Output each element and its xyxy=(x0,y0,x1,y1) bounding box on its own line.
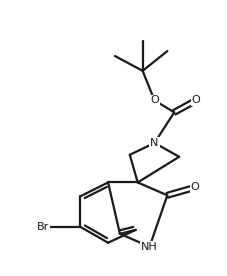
Text: N: N xyxy=(150,138,158,148)
Text: O: O xyxy=(191,95,200,105)
Text: O: O xyxy=(190,182,198,192)
Text: NH: NH xyxy=(141,242,157,252)
Text: O: O xyxy=(149,95,158,105)
Text: Br: Br xyxy=(37,222,49,232)
